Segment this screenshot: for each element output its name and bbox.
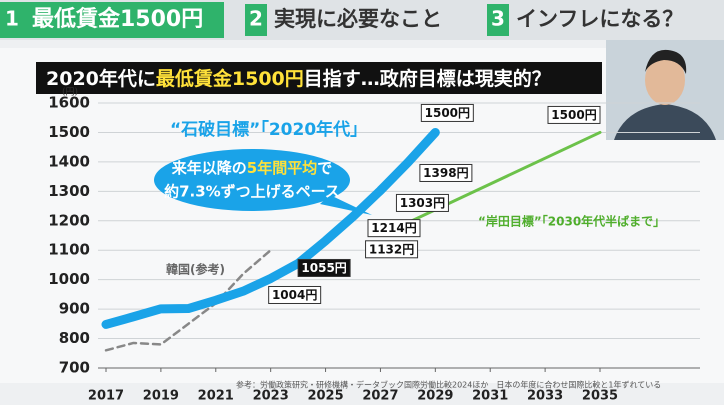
bubble-part: 来年以降の [171, 159, 247, 177]
tab-number-box [0, 2, 24, 38]
x-tick-label: 2023 [253, 389, 289, 404]
tab-label: 実現に必要なこと [274, 7, 442, 31]
x-tick-label: 2025 [307, 389, 343, 404]
title-bar [36, 62, 602, 94]
x-tick-label: 2021 [198, 389, 234, 404]
title-highlight: 最低賃金1500円 [156, 67, 304, 90]
title-part: 2020年代に [46, 67, 156, 90]
value-label-box [297, 258, 351, 277]
tab-number-box [487, 4, 509, 36]
value-label: 1004円 [272, 288, 317, 302]
bubble-highlight: 5年間平均 [247, 159, 317, 177]
value-label-box [365, 240, 419, 259]
x-tick-label: 2017 [88, 389, 124, 404]
bubble-text: 約7.3%ずつ上げるペース [164, 183, 340, 201]
person-face [645, 55, 685, 105]
series-label: “岸田目標”「2030年代半ばまで」 [478, 214, 665, 229]
value-label-box [420, 103, 474, 122]
series-line [378, 130, 602, 237]
tab-number: 2 [249, 7, 263, 31]
source: 参考：労働政策研究・研修機構・データブック国際労働比較2024ほか 日本の年度に… [236, 380, 661, 390]
value-label: 1398円 [423, 166, 468, 180]
value-label-box [268, 285, 322, 304]
chart-title: 2020年代に最低賃金1500円目指す…政府目標は現実的？ [46, 67, 551, 90]
y-tick-label: 700 [59, 359, 90, 377]
value-label: 1055円 [301, 261, 346, 275]
series-label: “石破目標”「2020年代」 [170, 119, 367, 140]
y-tick-label: 1500 [48, 123, 90, 141]
value-label-box [367, 219, 421, 238]
x-tick-label: 2033 [527, 389, 563, 404]
series-line [101, 127, 440, 329]
person-body [614, 104, 716, 140]
bubble-text: 来年以降の5年間平均で [171, 159, 332, 177]
person-hair [645, 49, 687, 74]
title-part: 目指す…政府目標は現実的？ [304, 67, 551, 90]
y-tick-label: 1000 [48, 270, 90, 288]
tab-label: インフレになる？ [516, 7, 683, 31]
x-tick-label: 2031 [472, 389, 508, 404]
value-label: 1214円 [371, 221, 416, 235]
x-tick-label: 2019 [143, 389, 179, 404]
y-tick-label: 1100 [48, 241, 90, 259]
y-tick-label: 900 [59, 300, 90, 318]
chart-panel [0, 48, 724, 383]
value-label: 1303円 [400, 196, 445, 210]
x-tick-label: 2035 [582, 389, 618, 404]
y-tick-label: 1300 [48, 182, 90, 200]
y-tick-label: 1200 [48, 211, 90, 229]
tab-number-box [245, 4, 267, 36]
value-label: 1500円 [425, 106, 470, 120]
value-label-box [419, 163, 473, 182]
tab-number: 3 [491, 7, 505, 31]
annotations: 来年以降の5年間平均で 約7.3%ずつ上げるペース “石破目標”「2020年代」… [154, 119, 665, 390]
y-tick-label: 800 [59, 329, 90, 347]
value-label: 1132円 [369, 242, 414, 256]
value-label-box [547, 105, 601, 124]
tab-label: 最低賃金1500円 [32, 6, 203, 32]
y-unit: (円) [62, 87, 78, 98]
tab-active [24, 2, 224, 38]
person [606, 40, 724, 140]
bubble-tail [320, 195, 372, 215]
series-label: 韓国(参考) [166, 262, 225, 277]
value-label-box [395, 193, 449, 212]
value-label: 1500円 [551, 108, 596, 122]
x-tick-label: 2027 [362, 389, 398, 404]
bubble [154, 149, 350, 211]
plot: (円) 700 800 900 1000 1100 1200 1300 1400 1500 1600… [48, 87, 700, 404]
series-line [104, 248, 272, 352]
x-tick-label: 2029 [417, 389, 453, 404]
tab-number: 1 [5, 7, 19, 31]
y-tick-label: 1600 [48, 94, 90, 112]
y-tick-label: 1400 [48, 152, 90, 170]
bubble-part: で [317, 159, 332, 177]
